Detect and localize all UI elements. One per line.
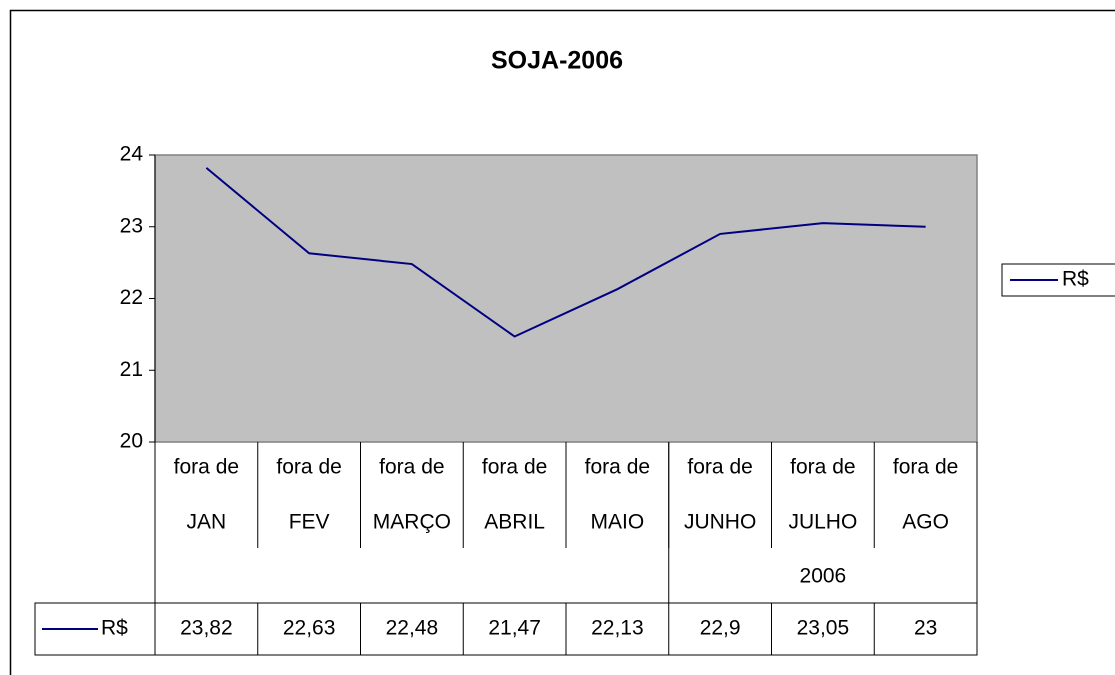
x-tick-label: JAN [187,511,227,534]
x-tick-label: FEV [289,511,330,534]
table-row-label: R$ [101,617,128,640]
x-tick-label: JULHO [788,511,857,534]
chart-title: SOJA-2006 [491,47,623,75]
table-value: 23,05 [797,617,850,640]
x-tick-label: fora de [482,456,547,479]
table-value: 22,48 [386,617,439,640]
y-tick-label: 23 [120,214,143,237]
group-label: 2006 [800,565,847,588]
data-table [34,602,978,656]
x-tick-label: fora de [790,456,855,479]
table-value: 23,82 [180,617,233,640]
legend-label: R$ [1062,268,1089,291]
x-tick-label: fora de [687,456,752,479]
x-tick-label: fora de [893,456,958,479]
y-tick-label: 22 [120,286,143,309]
x-tick-label: fora de [379,456,444,479]
x-tick-label: ABRIL [484,511,545,534]
x-tick-label: MAIO [591,511,645,534]
line-series [205,167,926,338]
x-tick-label: fora de [585,456,650,479]
table-value: 21,47 [488,617,541,640]
x-tick-label: JUNHO [684,511,756,534]
x-tick-label: MARÇO [373,511,451,534]
y-tick-label: 21 [120,358,143,381]
y-tick-label: 20 [120,430,143,453]
x-tick-label: AGO [902,511,949,534]
table-value: 22,9 [700,617,741,640]
table-value: 22,13 [591,617,644,640]
plot-area [154,154,978,443]
table-value: 22,63 [283,617,336,640]
y-tick-label: 24 [120,143,144,166]
x-tick-label: fora de [174,456,239,479]
x-tick-label: fora de [276,456,341,479]
table-value: 23 [914,617,937,640]
